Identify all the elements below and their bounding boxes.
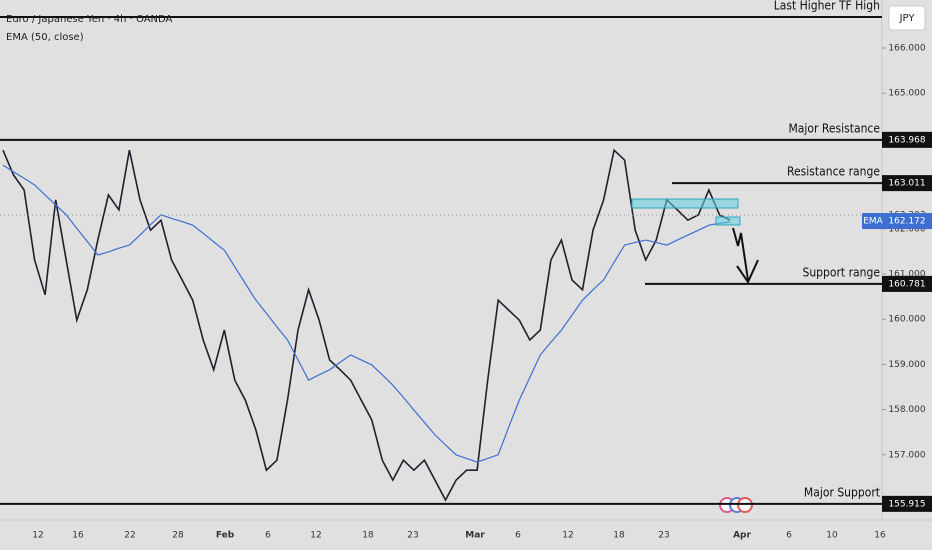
x-tick-label: 12 bbox=[32, 531, 43, 541]
x-tick-label: 18 bbox=[613, 531, 625, 541]
arrow bbox=[732, 227, 749, 281]
price-tag-label: 160.781 bbox=[888, 279, 925, 289]
y-tick-label: 157.000 bbox=[888, 450, 925, 460]
x-tick-label: 22 bbox=[124, 531, 135, 541]
price-tag-label: 155.915 bbox=[888, 499, 925, 509]
x-tick-label: 23 bbox=[407, 531, 418, 541]
zone bbox=[631, 198, 739, 209]
currency-label[interactable]: JPY bbox=[899, 13, 916, 24]
ema-line bbox=[2, 164, 731, 463]
x-tick-label: Mar bbox=[465, 531, 485, 541]
indicator-label: EMA (50, close) bbox=[6, 32, 84, 43]
currency-button[interactable] bbox=[888, 5, 926, 31]
price-tag-label: 163.968 bbox=[888, 135, 925, 145]
level-label: Last Higher TF High bbox=[774, 0, 880, 12]
level-label: Resistance range bbox=[787, 165, 880, 179]
chart-title: Euro / Japanese Yen · 4h · OANDA bbox=[6, 14, 173, 25]
y-tick-label: 160.000 bbox=[888, 315, 925, 325]
ema-tag bbox=[862, 213, 932, 230]
level-label: Major Support bbox=[804, 485, 880, 499]
price-tag bbox=[882, 275, 932, 292]
level-label: Major Resistance bbox=[788, 121, 880, 135]
price-tag-label: 163.011 bbox=[888, 179, 925, 189]
price-line bbox=[2, 148, 731, 502]
arrow-head bbox=[736, 259, 759, 285]
event-icons bbox=[719, 497, 753, 513]
x-tick-label: 6 bbox=[265, 531, 271, 541]
x-tick-label: 6 bbox=[786, 531, 792, 541]
x-tick-label: 12 bbox=[310, 531, 321, 541]
level-label: Support range bbox=[802, 265, 880, 279]
x-tick-label: Apr bbox=[733, 531, 751, 541]
x-tick-label: 18 bbox=[362, 531, 374, 541]
x-tick-label: 6 bbox=[515, 531, 521, 541]
price-tag bbox=[882, 175, 932, 192]
x-tick-label: 28 bbox=[172, 531, 184, 541]
price-tag bbox=[882, 495, 932, 512]
zone bbox=[715, 216, 741, 226]
x-tick-label: Feb bbox=[216, 531, 235, 541]
y-tick-label: 159.000 bbox=[888, 360, 925, 370]
x-tick-label: 16 bbox=[72, 531, 84, 541]
y-tick-label: 162.000 bbox=[888, 224, 925, 234]
price-tag bbox=[882, 131, 932, 148]
y-tick-label: 165.000 bbox=[888, 89, 925, 99]
ema-tag-label: EMA bbox=[863, 217, 883, 227]
ema-tag-value: 162.172 bbox=[888, 217, 925, 227]
x-tick-label: 16 bbox=[874, 531, 886, 541]
x-tick-label: 12 bbox=[562, 531, 573, 541]
x-tick-label: 10 bbox=[826, 531, 838, 541]
x-tick-label: 23 bbox=[658, 531, 669, 541]
y-tick-label: 166.000 bbox=[888, 44, 925, 54]
y-tick-label: 158.000 bbox=[888, 405, 925, 415]
y-tick-label: 161.000 bbox=[888, 270, 925, 280]
